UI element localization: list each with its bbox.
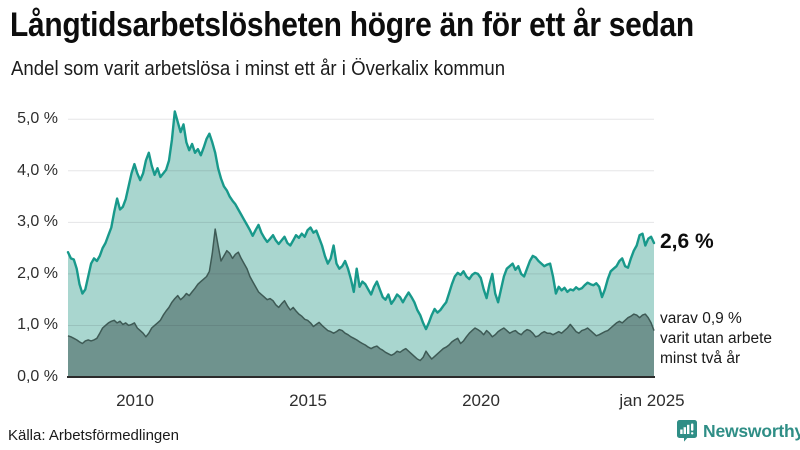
secondary-label-line2: varit utan arbete — [660, 330, 773, 347]
secondary-label-line3: minst två år — [660, 350, 741, 367]
chart-title: Långtidsarbetslösheten högre än för ett … — [10, 6, 694, 44]
chart-subtitle: Andel som varit arbetslösa i minst ett å… — [11, 58, 506, 80]
source-note: Källa: Arbetsförmedlingen — [8, 427, 179, 444]
x-axis-label-2010: 2010 — [116, 391, 154, 410]
y-axis-label-0: 0,0 % — [17, 368, 58, 385]
x-axis-label-2015: 2015 — [289, 391, 327, 410]
y-axis-label-5: 5,0 % — [17, 110, 58, 127]
secondary-label-line1: varav 0,9 % — [660, 310, 742, 327]
y-axis-label-3: 3,0 % — [17, 213, 58, 230]
x-axis-label-jan-2025: jan 2025 — [619, 391, 685, 410]
newsworthy-logo-icon — [676, 419, 698, 443]
y-axis-label-1: 1,0 % — [17, 316, 58, 333]
end-value-label-secondary: varav 0,9 % varit utan arbete minst två … — [660, 309, 772, 369]
x-axis-label-2020: 2020 — [462, 391, 500, 410]
y-axis-label-2: 2,0 % — [17, 265, 58, 282]
newsworthy-wordmark: Newsworthy — [703, 420, 800, 441]
end-value-label-total: 2,6 % — [660, 230, 714, 253]
newsworthy-logo[interactable]: Newsworthy — [676, 419, 800, 443]
y-axis-label-4: 4,0 % — [17, 162, 58, 179]
